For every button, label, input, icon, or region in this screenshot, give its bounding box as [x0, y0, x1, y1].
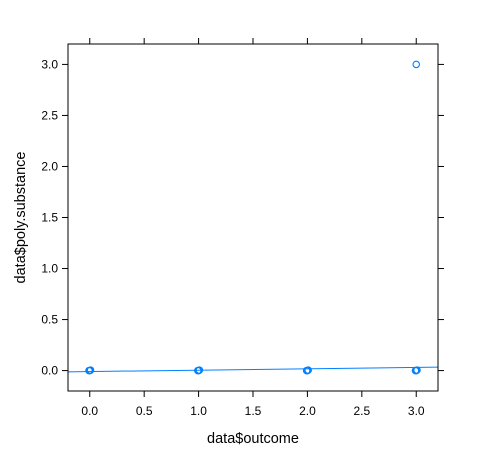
x-tick-label: 1.0 [190, 404, 207, 418]
x-tick-label: 2.5 [353, 404, 370, 418]
x-tick-labels: 0.0 0.5 1.0 1.5 2.0 2.5 3.0 [81, 404, 424, 418]
x-tick-label: 0.5 [136, 404, 153, 418]
x-tick-label: 1.5 [245, 404, 262, 418]
y-tick-label: 2.5 [41, 108, 58, 122]
y-axis-title: data$poly.substance [13, 152, 29, 284]
plot-panel-border [67, 43, 439, 392]
data-point [194, 366, 202, 375]
x-axis-title: data$outcome [207, 431, 299, 447]
y-tick-label: 2.0 [41, 159, 58, 173]
x-tick-label: 2.0 [299, 404, 316, 418]
regression-line [67, 366, 439, 373]
y-tick-label: 1.5 [41, 211, 58, 225]
y-tick-label: 3.0 [41, 57, 58, 71]
data-point [85, 366, 93, 375]
y-tick-labels: 0.0 0.5 1.0 1.5 2.0 2.5 3.0 [41, 57, 58, 377]
axis-ticks [62, 38, 444, 397]
data-point [411, 366, 420, 375]
y-tick-label: 0.0 [41, 364, 58, 378]
y-tick-label: 0.5 [41, 313, 58, 327]
y-tick-label: 1.0 [41, 262, 58, 276]
data-point [302, 366, 311, 375]
data-point [412, 60, 420, 69]
data-points [85, 60, 421, 375]
x-tick-label: 0.0 [81, 404, 98, 418]
x-tick-label: 3.0 [408, 404, 425, 418]
